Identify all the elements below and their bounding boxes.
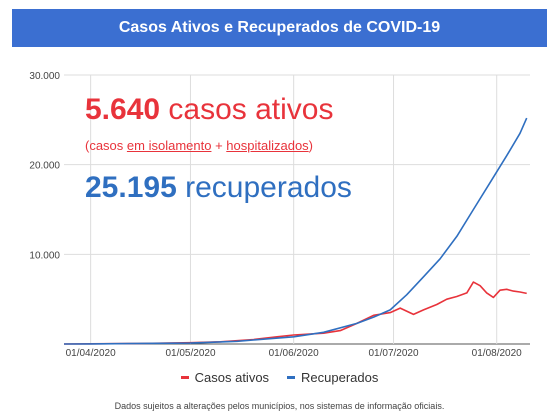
legend-swatch-active <box>180 376 189 379</box>
note-hospital: hospitalizados <box>226 138 309 153</box>
x-axis-ticks: 01/04/2020 01/05/2020 01/06/2020 01/07/2020… <box>66 348 523 359</box>
recovered-headline: 25.195 recuperados <box>85 171 352 205</box>
footnote: Dados sujeitos a alterações pelos municí… <box>114 401 445 411</box>
x-tick-label: 01/05/2020 <box>165 348 215 359</box>
chart-title-bar: Casos Ativos e Recuperados de COVID-19 <box>12 9 547 47</box>
legend-item-recovered: Recuperados <box>287 370 378 385</box>
x-tick-label: 01/06/2020 <box>269 348 319 359</box>
x-tick-label: 01/08/2020 <box>472 348 522 359</box>
chart-legend: Casos ativos Recuperados <box>0 370 559 385</box>
x-tick-label: 01/07/2020 <box>368 348 418 359</box>
note-open: (casos <box>85 138 127 153</box>
note-isolation: em isolamento <box>126 138 212 153</box>
series-line-recuperados <box>63 117 528 345</box>
active-cases-headline: 5.640 casos ativos <box>85 93 334 127</box>
series-line-casos-ativos <box>63 281 527 345</box>
y-tick-label: 20.000 <box>29 161 60 172</box>
chart-series <box>63 117 528 345</box>
note-plus: + <box>211 138 227 153</box>
note-close: ) <box>308 138 314 153</box>
y-tick-label: 30.000 <box>29 71 60 82</box>
legend-swatch-recovered <box>287 376 296 379</box>
recovered-value: 25.195 <box>85 171 177 204</box>
active-cases-note: (casos em isolamento + hospitalizados) <box>85 138 313 153</box>
active-cases-value: 5.640 <box>85 93 161 126</box>
legend-item-active: Casos ativos <box>180 370 270 385</box>
y-tick-label: 10.000 <box>29 250 60 261</box>
x-tick-label: 01/04/2020 <box>66 348 116 359</box>
legend-label-recovered: Recuperados <box>301 370 379 385</box>
y-axis-ticks: 10.000 20.000 30.000 <box>29 71 60 261</box>
chart-grid <box>64 74 530 345</box>
legend-label-active: Casos ativos <box>194 370 270 385</box>
chart-title: Casos Ativos e Recuperados de COVID-19 <box>118 19 441 36</box>
active-cases-label: casos ativos <box>168 93 334 126</box>
recovered-label: recuperados <box>185 171 352 204</box>
